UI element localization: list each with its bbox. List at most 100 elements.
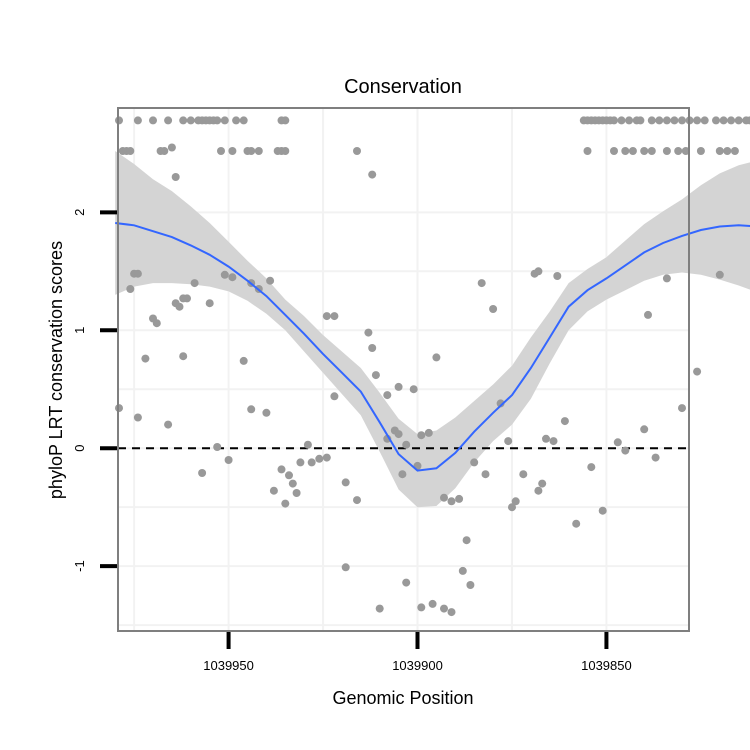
data-point — [549, 437, 558, 446]
data-point — [712, 116, 720, 125]
grid-lines — [118, 108, 689, 631]
data-point — [254, 147, 263, 155]
data-point — [458, 566, 467, 575]
y-tick-label: -1 — [72, 560, 87, 572]
data-point — [730, 147, 739, 155]
data-point — [553, 272, 562, 280]
data-point — [213, 443, 222, 451]
data-point — [179, 352, 188, 361]
data-point — [179, 116, 188, 125]
data-point — [621, 147, 630, 155]
data-point — [133, 116, 142, 125]
data-point — [560, 417, 569, 426]
data-point — [424, 428, 433, 437]
data-point — [746, 116, 750, 125]
data-point — [583, 147, 592, 155]
data-point — [477, 279, 486, 288]
loess-fit-line — [115, 222, 750, 472]
data-point — [307, 458, 316, 467]
data-point — [640, 147, 649, 155]
data-point — [368, 344, 377, 352]
data-point — [727, 116, 736, 125]
data-point — [315, 454, 324, 463]
data-point — [655, 116, 664, 125]
data-point — [126, 147, 135, 155]
data-point — [285, 471, 293, 480]
data-point — [511, 497, 520, 506]
data-point — [534, 267, 543, 276]
data-point — [126, 285, 135, 293]
y-axis-title: phyloP LRT conservation scores — [46, 241, 66, 499]
data-point — [647, 147, 656, 155]
data-point — [247, 405, 256, 414]
data-point — [628, 147, 637, 155]
data-point — [198, 469, 207, 477]
data-point — [171, 173, 180, 181]
data-point — [281, 499, 290, 508]
chart-title: Conservation — [344, 76, 462, 98]
data-point — [152, 319, 161, 328]
data-point — [696, 147, 705, 155]
data-point — [636, 116, 645, 125]
data-point — [375, 604, 384, 613]
x-tick-label: 1039850 — [581, 658, 632, 673]
data-point — [186, 116, 195, 125]
data-point — [489, 305, 498, 313]
y-axis-ticks: -1 0 1 2 — [72, 209, 117, 572]
data-point — [224, 456, 233, 464]
data-point — [723, 147, 732, 155]
x-tick-label: 1039900 — [392, 658, 443, 673]
data-point — [133, 413, 142, 422]
data-point — [572, 519, 581, 528]
data-point — [303, 440, 312, 449]
y-tick-label: 1 — [72, 327, 87, 334]
data-point — [678, 404, 686, 413]
data-point — [398, 470, 407, 479]
y-tick-label: 0 — [72, 445, 87, 452]
data-point — [715, 270, 724, 279]
data-point — [432, 353, 441, 362]
data-point — [232, 116, 241, 125]
data-point — [175, 302, 184, 311]
data-point — [610, 116, 618, 125]
data-point — [341, 478, 350, 487]
data-point — [481, 470, 490, 479]
data-point — [220, 270, 229, 279]
data-point — [262, 408, 271, 417]
data-point — [534, 486, 543, 495]
data-point — [647, 116, 656, 125]
confidence-band — [115, 151, 750, 508]
data-point — [662, 147, 671, 155]
data-point — [447, 608, 456, 617]
data-point — [247, 147, 256, 155]
data-point — [353, 496, 361, 505]
data-point — [693, 116, 702, 125]
data-point — [508, 503, 516, 512]
smooth-line — [115, 222, 750, 472]
data-point — [281, 116, 290, 125]
data-point — [625, 116, 634, 125]
data-point — [587, 463, 596, 472]
plot-panel-border — [117, 107, 690, 632]
data-point — [617, 116, 626, 125]
data-point — [674, 147, 683, 155]
data-point — [239, 116, 248, 125]
data-point — [466, 581, 475, 589]
data-point — [417, 431, 426, 440]
data-point — [504, 437, 513, 446]
data-point — [662, 116, 671, 125]
data-point — [455, 494, 464, 503]
y-tick-label: 2 — [72, 209, 87, 216]
data-point — [156, 147, 165, 155]
data-point — [462, 536, 471, 545]
data-point — [179, 294, 188, 303]
data-point — [341, 563, 350, 572]
data-point — [402, 440, 411, 449]
data-point — [239, 356, 248, 365]
data-point — [440, 493, 448, 502]
data-point — [681, 147, 690, 155]
data-point — [394, 430, 403, 439]
data-point — [734, 116, 743, 125]
data-point — [428, 599, 437, 608]
